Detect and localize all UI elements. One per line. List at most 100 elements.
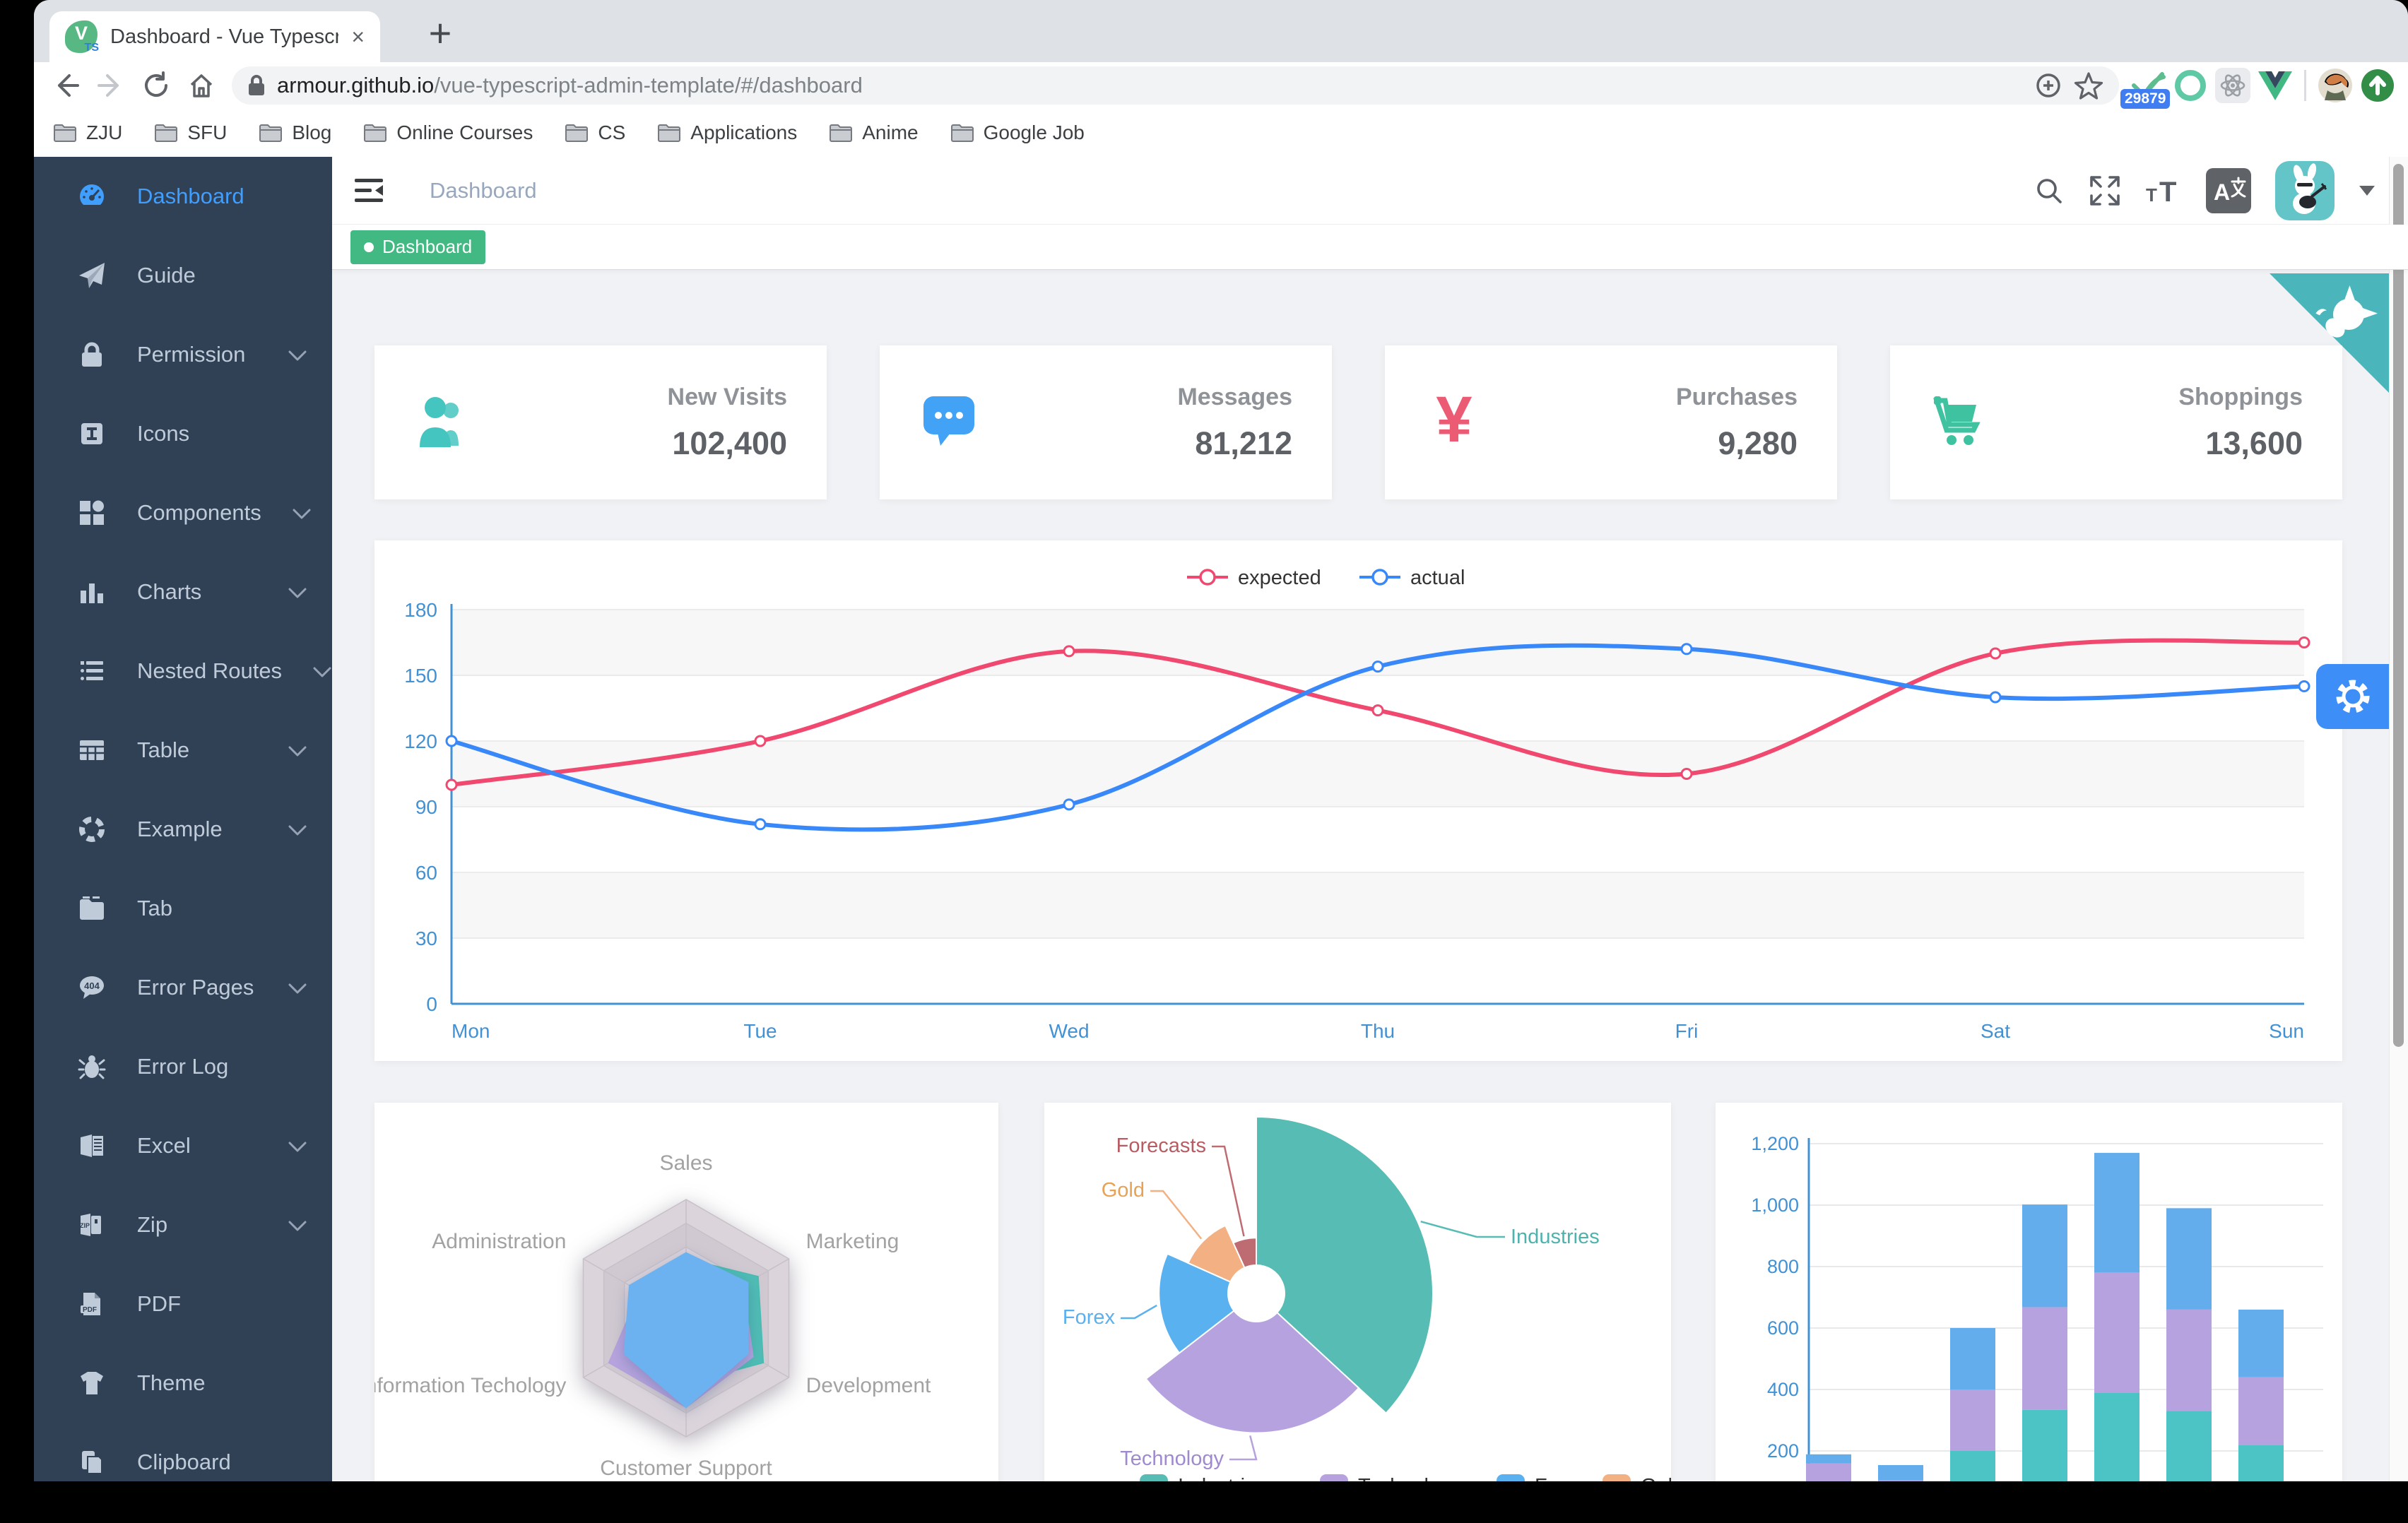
sidebar-item-icons[interactable]: Icons	[34, 394, 332, 473]
sidebar-item-label: Table	[137, 737, 190, 762]
github-corner-ribbon[interactable]	[2270, 273, 2390, 393]
user-avatar[interactable]	[2275, 160, 2335, 220]
svg-text:T: T	[2159, 177, 2176, 207]
sidebar-item-error-pages[interactable]: 404 Error Pages	[34, 948, 332, 1027]
sidebar-item-label: Icons	[137, 421, 190, 446]
bookmark-item[interactable]: ZJU	[54, 122, 122, 144]
svg-text:0: 0	[426, 993, 437, 1015]
sidebar-item-zip[interactable]: ZIP Zip	[34, 1185, 332, 1264]
tab-title: Dashboard - Vue Typescript Ad	[110, 25, 339, 48]
svg-text:1,200: 1,200	[1751, 1133, 1799, 1154]
bookmark-item[interactable]: SFU	[155, 122, 227, 144]
svg-text:150: 150	[404, 665, 437, 687]
reload-icon[interactable]	[136, 65, 177, 106]
svg-text:60: 60	[415, 862, 437, 884]
sidebar-item-error-log[interactable]: Error Log	[34, 1027, 332, 1106]
folder-icon	[155, 124, 178, 142]
bookmark-item[interactable]: Applications	[658, 122, 797, 144]
tag-label: Dashboard	[382, 236, 473, 257]
home-icon[interactable]	[181, 65, 222, 106]
extension-react-icon[interactable]	[2214, 66, 2252, 105]
sidebar-item-label: Components	[137, 500, 261, 525]
sidebar-item-table[interactable]: Table	[34, 711, 332, 790]
zoom-plus-icon[interactable]	[2034, 71, 2062, 100]
bookmark-item[interactable]: Anime	[830, 122, 919, 144]
folder-icon	[565, 124, 589, 142]
extension-check-icon[interactable]: 29879	[2120, 66, 2171, 109]
svg-text:400: 400	[1767, 1379, 1799, 1400]
scrollbar-thumb[interactable]	[2393, 164, 2404, 1047]
sidebar-item-example[interactable]: Example	[34, 790, 332, 869]
sidebar-item-permission[interactable]: Permission	[34, 315, 332, 394]
zip-icon: ZIP	[78, 1211, 106, 1239]
svg-text:200: 200	[1767, 1440, 1799, 1462]
folder-icon	[658, 124, 681, 142]
bookmark-item[interactable]: CS	[565, 122, 625, 144]
svg-text:Administration: Administration	[432, 1230, 566, 1253]
sidebar-item-label: Example	[137, 817, 223, 841]
url-bar[interactable]: armour.github.io/vue-typescript-admin-te…	[232, 66, 2119, 105]
excel-icon	[78, 1132, 106, 1160]
clipboard-icon	[78, 1448, 106, 1476]
profile-avatar[interactable]	[2316, 66, 2354, 105]
new-tab-button[interactable]: +	[428, 11, 452, 55]
svg-text:ZIP: ZIP	[80, 1222, 90, 1229]
translate-icon[interactable]: A	[2206, 167, 2251, 213]
svg-text:Technology: Technology	[1120, 1447, 1224, 1470]
bookmark-item[interactable]: Blog	[259, 122, 331, 144]
sidebar-item-clipboard[interactable]: Clipboard	[34, 1423, 332, 1481]
sidebar-item-label: Dashboard	[137, 184, 244, 208]
table-icon	[78, 736, 106, 764]
sidebar-item-nested-routes[interactable]: Nested Routes	[34, 632, 332, 711]
bookmark-item[interactable]: Online Courses	[364, 122, 533, 144]
sidebar-item-label: Guide	[137, 263, 196, 288]
tag-dashboard[interactable]: Dashboard	[350, 230, 486, 264]
example-icon	[78, 815, 106, 843]
search-icon[interactable]	[2034, 175, 2065, 206]
vue-ts-favicon-icon: V TS	[65, 20, 99, 54]
folder-icon	[54, 124, 76, 142]
hamburger-icon[interactable]	[332, 157, 406, 224]
fullscreen-icon[interactable]	[2089, 174, 2121, 207]
svg-text:Industries: Industries	[1511, 1226, 1600, 1248]
stat-text: New Visits 102,400	[668, 384, 827, 462]
toolbar-divider	[2304, 70, 2306, 101]
sidebar-item-components[interactable]: Components	[34, 473, 332, 552]
sidebar-item-pdf[interactable]: PDF PDF	[34, 1264, 332, 1344]
sidebar-item-theme[interactable]: Theme	[34, 1344, 332, 1423]
line-chart-card: 180 150 120 90 60 30 0 Mon Tue Wed Thu Fri Sat Sun exp…	[374, 540, 2342, 1061]
bug-icon	[78, 1053, 106, 1081]
svg-text:Sat: Sat	[1981, 1020, 2010, 1042]
svg-text:Tue: Tue	[743, 1020, 777, 1042]
update-icon[interactable]	[2359, 66, 2397, 105]
stat-text: Shoppings 13,600	[2178, 384, 2342, 462]
pie-chart-svg: Industries Technology Forex Gold Forecasts In…	[1063, 1115, 1684, 1481]
bookmark-label: Applications	[690, 122, 798, 143]
bookmark-label: Google Job	[983, 122, 1085, 143]
sidebar-item-label: PDF	[137, 1291, 181, 1316]
sidebar-item-excel[interactable]: Excel	[34, 1106, 332, 1185]
sidebar-item-tab[interactable]: Tab	[34, 869, 332, 948]
svg-text:actual: actual	[1410, 567, 1465, 589]
extension-vue-icon[interactable]	[2256, 66, 2294, 105]
chevron-down-icon[interactable]	[2359, 185, 2375, 196]
sidebar-item-label: Theme	[137, 1370, 206, 1395]
sidebar-item-guide[interactable]: Guide	[34, 236, 332, 315]
bookmark-item[interactable]: Google Job	[950, 122, 1085, 144]
extension-ring-icon[interactable]	[2171, 66, 2209, 105]
folder-icon	[364, 124, 387, 142]
bookmark-star-icon[interactable]	[2074, 71, 2103, 100]
forward-icon[interactable]	[90, 65, 131, 106]
browser-tab[interactable]: V TS Dashboard - Vue Typescript Ad ×	[49, 11, 380, 62]
back-icon[interactable]	[45, 65, 86, 106]
sidebar-item-dashboard[interactable]: Dashboard	[34, 157, 332, 236]
sidebar-item-charts[interactable]: Charts	[34, 552, 332, 632]
settings-gear-button[interactable]	[2316, 664, 2390, 729]
tab-close-icon[interactable]: ×	[351, 24, 365, 49]
sidebar-item-label: Zip	[137, 1212, 168, 1237]
stat-title: New Visits	[667, 383, 787, 410]
app-root: Dashboard Guide Permission Icons Components C…	[34, 157, 2408, 1481]
stat-text: Messages 81,212	[1177, 384, 1332, 462]
